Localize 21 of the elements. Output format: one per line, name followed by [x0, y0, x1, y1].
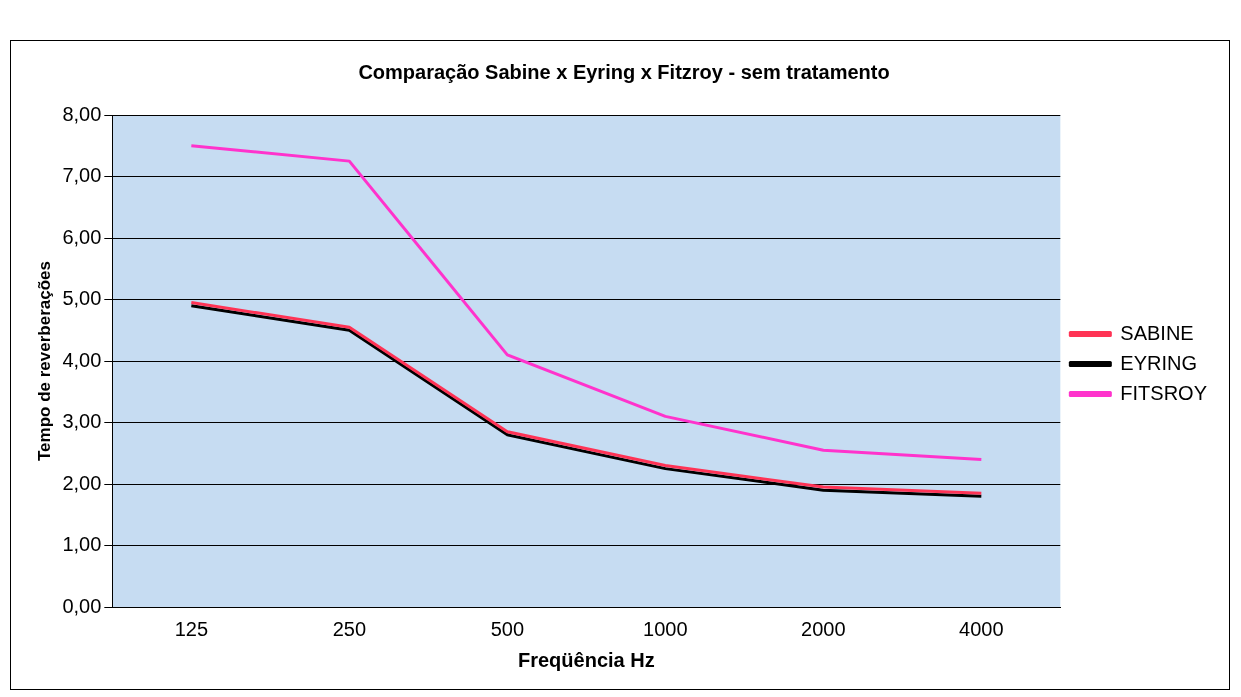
y-tick-label: 0,00 — [62, 594, 102, 617]
y-tick-label: 4,00 — [62, 348, 102, 371]
x-tick-label: 250 — [332, 617, 367, 640]
y-tick-label: 1,00 — [62, 533, 102, 556]
chart-title: Comparação Sabine x Eyring x Fitzroy - sem tratamento — [358, 60, 890, 83]
y-tick-label: 3,00 — [62, 410, 102, 433]
y-tick-label: 5,00 — [62, 287, 102, 310]
x-tick-label: 2000 — [801, 617, 846, 640]
x-tick-label: 1000 — [643, 617, 688, 640]
legend-label: FITSROY — [1120, 381, 1207, 404]
y-axis-title: Tempo de reverberações — [34, 261, 54, 461]
x-tick-label: 500 — [490, 617, 525, 640]
x-tick-label: 125 — [174, 617, 209, 640]
y-tick-label: 7,00 — [62, 164, 102, 187]
legend-label: SABINE — [1120, 321, 1194, 344]
y-tick-label: 8,00 — [62, 102, 102, 125]
x-axis-title: Freqüência Hz — [517, 648, 655, 671]
y-tick-label: 6,00 — [62, 225, 102, 248]
y-tick-label: 2,00 — [62, 471, 102, 494]
x-tick-label: 4000 — [959, 617, 1004, 640]
legend-label: EYRING — [1120, 351, 1198, 374]
